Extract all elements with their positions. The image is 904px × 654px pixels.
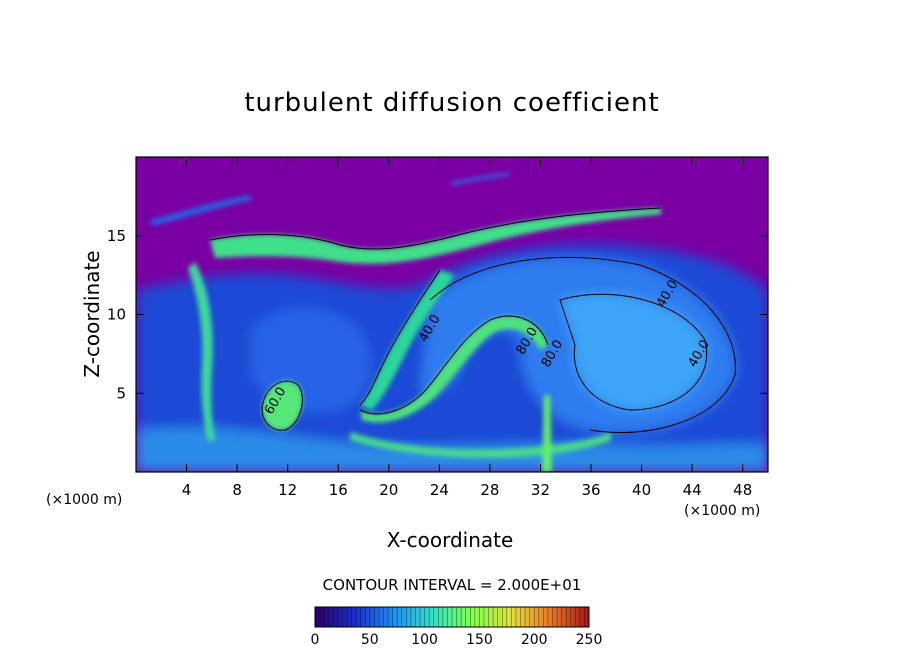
- lower-left-vortex: [262, 381, 303, 431]
- contour-interval: CONTOUR INTERVAL = 2.000E+01: [322, 576, 582, 594]
- x-tick-label: 12: [278, 481, 297, 499]
- x-tick-label: 8: [232, 481, 242, 499]
- y-axis-unit: (×1000 m): [46, 492, 123, 508]
- colorbar-tick-label: 150: [466, 632, 493, 648]
- colorbar-tick-label: 50: [361, 632, 379, 648]
- top-thin-streak: [450, 172, 510, 186]
- colorbar-tick-label: 250: [576, 632, 603, 648]
- colorbar: 0 50 100 150 200 250: [311, 606, 603, 648]
- x-tick-label: 36: [581, 481, 600, 499]
- eddy-light-core: [560, 294, 707, 410]
- contour-line: [359, 315, 549, 415]
- y-axis-label: Z-coordinate: [80, 250, 104, 378]
- x-tick-label: 20: [379, 481, 398, 499]
- y-axis: 5 10 15: [107, 227, 768, 402]
- contour-line: [559, 293, 708, 411]
- contour-line: [261, 380, 303, 431]
- colorbar-tick-label: 0: [311, 632, 320, 648]
- x-tick-label: 28: [480, 481, 499, 499]
- x-tick-label: 48: [733, 481, 752, 499]
- s-shaped-filament: [360, 316, 548, 423]
- colorbar-tick-label: 100: [411, 632, 438, 648]
- upper-thin-streak: [150, 195, 252, 226]
- x-tick-label: 32: [531, 481, 550, 499]
- contour-line: [429, 256, 736, 433]
- x-axis-label: X-coordinate: [386, 528, 514, 552]
- colorbar-tick-label: 200: [521, 632, 548, 648]
- y-tick-label: 15: [107, 227, 126, 245]
- y-tick-label: 10: [107, 306, 126, 324]
- contour-line: [209, 207, 661, 250]
- x-tick-label: 16: [329, 481, 348, 499]
- upper-shear-band: [210, 208, 662, 264]
- x-tick-label: 4: [182, 481, 192, 499]
- x-tick-label: 24: [430, 481, 449, 499]
- left-plume: [188, 262, 215, 442]
- diagonal-filament: [360, 270, 455, 410]
- x-tick-label: 40: [632, 481, 651, 499]
- vertical-streak: [542, 395, 552, 472]
- heatmap-field: 40.040.080.080.040.060.0: [136, 157, 768, 472]
- x-axis: 4 8 12 16 20 24 28 32 36 40 44 48: [182, 157, 752, 499]
- contour-line: [359, 269, 441, 406]
- x-axis-unit: (×1000 m): [684, 503, 761, 519]
- y-tick-label: 5: [116, 384, 126, 402]
- x-tick-label: 44: [683, 481, 702, 499]
- chart-title: turbulent diffusion coefficient: [244, 88, 660, 118]
- contour-labels: 40.040.080.080.040.060.0: [262, 278, 713, 418]
